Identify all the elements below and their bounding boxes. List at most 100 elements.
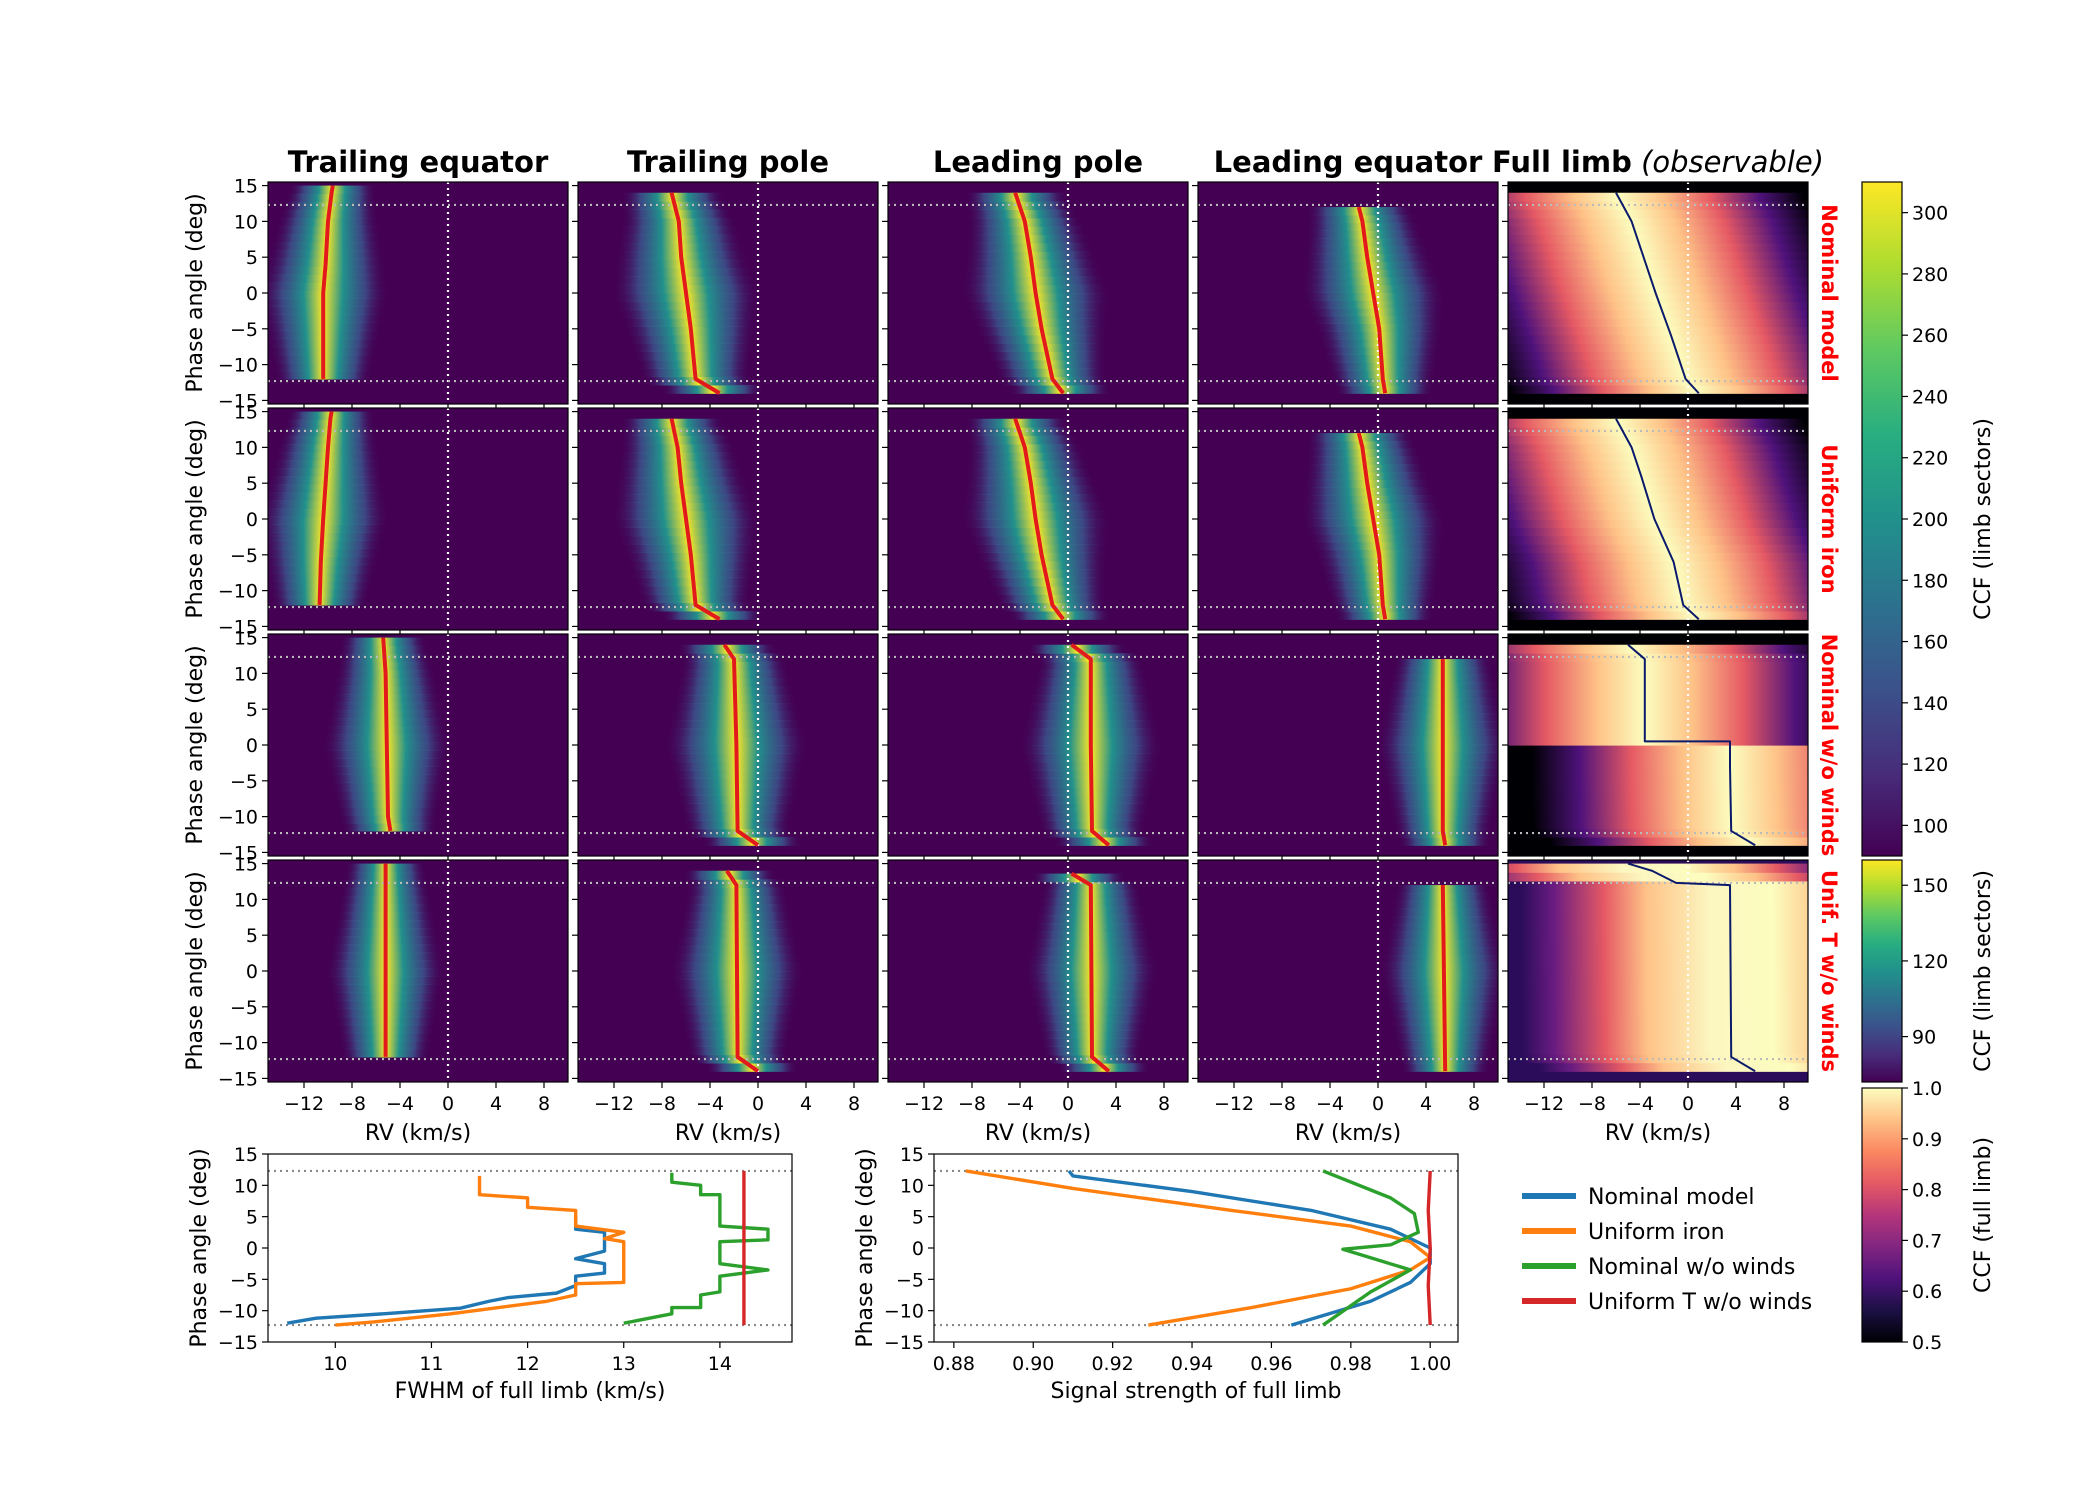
y-tick-label: −10 [218,1033,258,1055]
ccf-band-slice [1508,585,1808,595]
signal-strength-plot: 0.88 0.90 0.92 0.94 0.96 0.98 1.00 −15 −10 −5 0 5 10… [853,1144,1459,1404]
colorbar-tick-label: 0.7 [1912,1230,1942,1252]
ccf-band-slice [1508,502,1808,512]
ccf-band-slice [1508,694,1808,704]
ccf-band-slice [1508,326,1808,336]
peak-rv-trace [321,185,335,379]
ccf-band-slice [1508,418,1805,428]
y-tick-label: −15 [218,390,258,412]
ccf-band-slice [1376,736,1498,746]
y-tick-label: 10 [900,1175,924,1197]
ccf-band-slice [1508,535,1808,545]
ccf-band-slice [1532,778,1808,788]
y-axis-label: Phase angle (deg) [187,1148,212,1347]
ccf-band-slice [1378,728,1498,738]
ccf-band-slice [1508,678,1808,688]
ccf-band-slice [1383,775,1498,784]
y-tick-label: 15 [900,1144,924,1166]
heatmap-panel [1192,633,1499,862]
colorbar-tick-label: 260 [1912,325,1948,347]
x-tick-label: 0.88 [933,1353,975,1375]
x-tick-label: 0.90 [1012,1353,1054,1375]
series-line [335,1175,626,1327]
colorbar-tick-label: 200 [1912,509,1948,531]
ccf-band-slice [1508,259,1808,269]
colorbar-label: CCF (limb sectors) [1971,870,1996,1072]
y-tick-label: 5 [246,247,258,269]
x-tick-label: 0 [752,1093,764,1115]
x-tick-label: −12 [284,1093,324,1115]
x-tick-label: 0 [1372,1093,1384,1115]
ccf-band-slice [1532,811,1808,821]
x-axis-label: RV (km/s) [675,1121,781,1146]
y-tick-label: 10 [234,1175,258,1197]
y-tick-label: −15 [884,1332,924,1354]
y-tick-label: −15 [218,842,258,864]
x-tick-label: 4 [1420,1093,1432,1115]
y-axis-label: Phase angle (deg) [183,419,208,618]
peak-rv-trace [1013,192,1065,395]
x-tick-label: 4 [800,1093,812,1115]
x-tick-label: 1.00 [1409,1353,1451,1375]
ccf-band-slice [1520,950,1808,960]
ccf-band-slice [1520,932,1808,943]
peak-rv-trace [1440,885,1448,1072]
ccf-band-slice [1536,828,1808,838]
ccf-band-slice [1383,947,1498,956]
ccf-band-slice [1508,343,1808,353]
heatmap-panel [882,633,1189,862]
heatmap-panel [1192,407,1499,636]
legend-label: Uniform iron [1588,1220,1725,1245]
column-title: Trailing equator [288,145,549,179]
series-line [286,1216,607,1325]
colorbar-tick-label: 100 [1912,815,1948,837]
ccf-band-slice [1508,384,1808,394]
ccf-band-slice [1508,468,1808,478]
heatmap-panel: −15 −10 −5 0 5 10 15 Phase angle (deg) [183,628,569,864]
y-tick-label: 0 [246,735,258,757]
x-tick-label: −12 [1214,1093,1254,1115]
ccf-band-slice [1383,705,1498,714]
ccf-band-slice [1508,552,1808,562]
ccf-band-slice [1508,435,1808,445]
y-tick-label: 15 [234,176,258,198]
ccf-band-slice [1520,967,1808,977]
ccf-band-slice [1532,761,1808,771]
colorbar-tick-label: 300 [1912,203,1948,225]
ccf-band-slice [1508,284,1808,294]
heatmap-panel [1192,181,1499,410]
x-tick-label: 0.94 [1171,1353,1213,1375]
x-tick-label: −8 [648,1093,676,1115]
ccf-band-slice [1520,889,1808,899]
y-tick-label: −10 [218,1301,258,1323]
y-tick-label: −10 [218,355,258,377]
ccf-band-slice [1520,898,1808,908]
ccf-band-slice [1520,1010,1808,1020]
peak-rv-trace [317,411,334,605]
y-tick-label: 0 [246,283,258,305]
row-label: Uniform iron [1817,444,1841,593]
x-tick-label: 11 [419,1353,443,1375]
y-tick-label: −5 [230,545,258,567]
peak-rv-trace [1440,659,1448,846]
series-line [1067,1169,1432,1327]
x-axis-label: RV (km/s) [365,1121,471,1146]
ccf-band-slice [1520,880,1808,891]
y-tick-label: −15 [218,616,258,638]
y-tick-label: −10 [218,807,258,829]
x-tick-label: 0 [442,1093,454,1115]
ccf-band-slice [1532,786,1808,796]
ccf-band-slice [1508,443,1808,453]
x-axis-label: RV (km/s) [1295,1121,1401,1146]
ccf-band-slice [1508,226,1808,236]
full-limb-peak-trace [1615,418,1700,620]
x-tick-label: 12 [516,1353,540,1375]
column-title-suffix: (observable) [1641,145,1824,179]
y-tick-label: 5 [246,699,258,721]
legend-label: Nominal w/o winds [1588,1255,1795,1280]
x-axis-label: RV (km/s) [1605,1121,1711,1146]
ccf-band-slice [1379,970,1498,979]
y-tick-label: 15 [234,1144,258,1166]
x-tick-label: −8 [958,1093,986,1115]
